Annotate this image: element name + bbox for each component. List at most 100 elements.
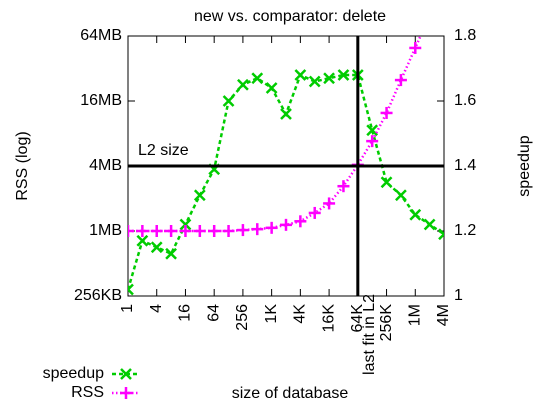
data-point [308, 206, 321, 219]
data-point [424, 9, 436, 21]
data-point [165, 247, 177, 260]
data-point [366, 124, 379, 137]
y2-tick-label: 1 [454, 287, 463, 304]
data-point [237, 78, 249, 91]
data-point [208, 225, 221, 237]
data-point [323, 197, 336, 210]
x-tick-label: 16K [320, 304, 337, 333]
x-tick-label: 64 [205, 304, 222, 322]
x-axis-label: size of database [232, 385, 349, 402]
x-tick-label: 4K [292, 304, 309, 324]
data-point [337, 69, 350, 81]
marker-stroke [337, 69, 350, 81]
data-point [136, 225, 149, 237]
x-tick-label: 64K [349, 304, 366, 333]
x-tick-label: 16 [177, 304, 194, 322]
data-point [395, 189, 407, 202]
marker-stroke [294, 69, 307, 81]
y-axis-label: RSS (log) [14, 131, 31, 200]
x-tick-label: 1 [119, 304, 136, 313]
marker-stroke [366, 124, 379, 137]
plot-area [128, 9, 444, 296]
data-point [251, 72, 264, 85]
data-point [128, 283, 134, 296]
data-point [193, 225, 206, 237]
x-tick-label: 1M [406, 304, 423, 326]
marker-stroke [380, 176, 393, 189]
marker-stroke [128, 283, 134, 292]
legend-label: speedup [43, 365, 104, 382]
data-point [323, 72, 335, 85]
marker-stroke [128, 287, 134, 296]
annotation: last fit in L2 [361, 294, 378, 375]
chart-title: new vs. comparator: delete [194, 8, 386, 25]
data-point [222, 95, 235, 107]
data-point [366, 135, 379, 148]
marker-stroke [251, 72, 264, 85]
data-point [380, 106, 393, 119]
data-point [265, 221, 278, 234]
marker-stroke [323, 72, 335, 85]
x-tick-label: 4 [148, 304, 165, 313]
x-tick-label: 4M [435, 304, 452, 326]
y2-tick-label: 1.2 [454, 222, 476, 239]
y-tick-label: 4MB [89, 157, 122, 174]
data-point [179, 218, 192, 231]
data-point [409, 208, 422, 221]
data-point [179, 225, 192, 237]
marker-stroke [136, 234, 149, 247]
data-point [423, 218, 436, 231]
data-point [251, 223, 264, 236]
data-point [409, 41, 422, 54]
x-tick-label: 256K [378, 304, 395, 342]
data-point [222, 225, 235, 237]
data-point [128, 225, 134, 237]
y-tick-label: 64MB [80, 27, 122, 44]
series-line [128, 36, 422, 233]
data-point [136, 234, 149, 247]
data-point [236, 224, 249, 237]
x-tick-label: 256 [234, 304, 251, 331]
y-tick-label: 256KB [74, 287, 122, 304]
y2-tick-label: 1.4 [454, 157, 476, 174]
x-tick-label: 1K [263, 304, 280, 324]
data-point [308, 75, 321, 88]
legend-marker [120, 387, 132, 399]
data-point [294, 69, 307, 81]
data-point [394, 74, 407, 87]
marker-stroke [265, 82, 278, 94]
marker-stroke [120, 368, 132, 380]
data-point [337, 180, 350, 193]
marker-stroke [222, 95, 235, 107]
data-point [265, 82, 278, 94]
legend-marker [120, 368, 132, 380]
marker-stroke [165, 247, 177, 260]
marker-stroke [179, 218, 192, 231]
data-point [280, 108, 292, 120]
marker-stroke [395, 189, 407, 202]
marker-stroke [438, 228, 444, 237]
annotation: L2 size [138, 142, 189, 159]
data-point [150, 241, 163, 254]
marker-stroke [308, 75, 321, 88]
data-point [280, 218, 292, 231]
data-point [294, 215, 307, 228]
marker-stroke [423, 218, 436, 231]
data-point [380, 176, 393, 189]
legend-label: RSS [71, 384, 104, 401]
marker-stroke [280, 108, 292, 120]
data-point [150, 225, 163, 237]
y2-tick-label: 1.6 [454, 92, 476, 109]
y2-tick-label: 1.8 [454, 27, 476, 44]
y-tick-label: 16MB [80, 92, 122, 109]
marker-stroke [409, 208, 422, 221]
data-point [193, 189, 206, 202]
marker-stroke [237, 78, 249, 91]
marker-stroke [150, 241, 163, 254]
marker-stroke [438, 232, 444, 241]
data-point [438, 228, 444, 241]
y-tick-label: 1MB [89, 222, 122, 239]
marker-stroke [193, 189, 206, 202]
data-point [165, 225, 178, 237]
